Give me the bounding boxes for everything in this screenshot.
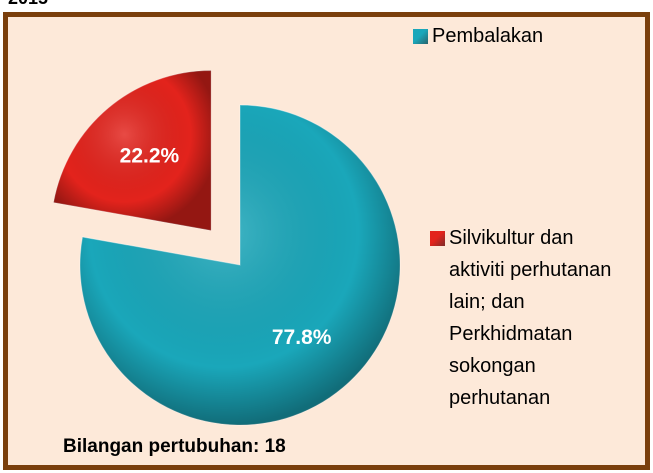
data-label: 77.8%: [272, 326, 332, 349]
data-label: 22.2%: [120, 144, 180, 167]
annotation: Bilangan pertubuhan: 18: [63, 436, 286, 457]
legend-label: Silvikultur dan aktiviti perhutanan lain…: [449, 227, 612, 409]
legend-swatch: [430, 231, 445, 246]
legend-label: Pembalakan: [432, 25, 544, 47]
chart-title: 2015: [8, 0, 48, 8]
legend-swatch: [413, 29, 428, 44]
